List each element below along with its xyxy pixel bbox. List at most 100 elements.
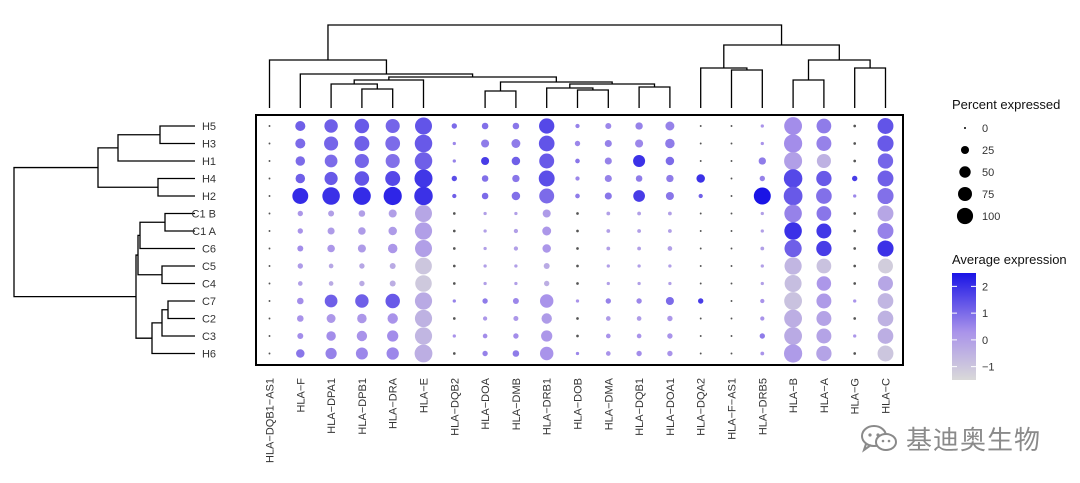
dot-C5-0	[268, 265, 271, 267]
dot-H5-10	[575, 123, 580, 129]
dot-H2-18	[816, 188, 832, 204]
dot-C6-7	[483, 246, 487, 251]
dot-C1A-8	[513, 228, 519, 234]
dot-C6-6	[452, 247, 456, 250]
dot-H4-13	[666, 174, 674, 183]
size-legend-label: 100	[982, 211, 1000, 223]
dot-C2-19	[853, 317, 857, 320]
dot-C5-16	[760, 264, 764, 268]
dot-C1B-4	[388, 209, 397, 218]
dot-C3-14	[699, 335, 702, 337]
dot-C3-9	[541, 330, 553, 342]
dot-C1B-12	[637, 211, 641, 216]
dendrogram-link	[854, 67, 887, 108]
size-legend: Percent expressed 0 25 50 75 100	[952, 97, 1060, 225]
dot-C1B-3	[358, 210, 366, 217]
column-label: HLA−F	[295, 378, 307, 413]
watermark: 基迪奥生物	[860, 420, 1041, 457]
dot-H4-12	[635, 175, 643, 182]
row-labels: H5 H3 H1 H4 H2 C1 B C1 A C6 C5 C4 C7 C2 C3 H6	[192, 121, 217, 361]
dot-H2-12	[633, 190, 645, 202]
dot-H5-9	[539, 118, 555, 134]
dot-H6-10	[575, 351, 580, 356]
dot-H3-16	[760, 141, 764, 146]
dot-C7-14	[698, 298, 704, 304]
dot-C7-10	[575, 299, 580, 303]
dot-H1-18	[816, 153, 831, 169]
dot-C3-0	[268, 335, 271, 337]
color-legend: Average expression 2 1 0 −1	[952, 252, 1067, 380]
dot-C4-1	[297, 281, 303, 286]
dot-H3-5	[414, 134, 433, 153]
dot-C6-14	[699, 247, 702, 250]
dot-H5-12	[635, 122, 643, 130]
dendrogram-link	[164, 212, 195, 232]
dot-H3-3	[354, 136, 370, 151]
column-label: HLA−DRA	[388, 377, 400, 429]
dot-C2-7	[482, 316, 488, 321]
dot-C7-20	[877, 293, 894, 309]
row-label: H5	[202, 121, 216, 133]
dot-C5-17	[784, 257, 802, 275]
dot-H5-4	[385, 118, 400, 134]
dot-H4-9	[538, 170, 555, 187]
dot-C7-3	[355, 294, 369, 308]
dot-C2-16	[760, 316, 765, 321]
dot-H1-17	[784, 151, 803, 171]
size-legend-label: 50	[982, 167, 994, 179]
column-label: HLA−DQA2	[696, 378, 708, 436]
dot-H4-19	[852, 175, 858, 182]
row-label: H1	[202, 156, 216, 168]
column-label: HLA−A	[819, 377, 831, 413]
dot-C7-17	[784, 292, 803, 310]
dot-H4-4	[385, 171, 401, 186]
dot-C3-2	[326, 331, 336, 341]
dot-H2-19	[853, 194, 857, 198]
column-label: HLA−E	[419, 378, 431, 413]
dot-C2-4	[387, 313, 398, 324]
row-label: C6	[202, 244, 216, 256]
dot-C6-8	[513, 246, 519, 251]
dendrogram-link	[638, 86, 671, 108]
dot-H2-17	[783, 186, 803, 206]
dot-C7-6	[452, 299, 456, 303]
dot-C5-13	[668, 264, 672, 268]
dendrogram-link	[137, 234, 162, 276]
dot-C3-16	[759, 333, 765, 339]
dot-H6-1	[296, 349, 305, 358]
dot-H1-0	[268, 160, 271, 162]
dot-H3-12	[635, 139, 644, 148]
dendrogram-link	[13, 166, 136, 298]
dot-C1B-6	[452, 212, 456, 215]
dot-C6-5	[415, 240, 432, 257]
dot-C5-4	[389, 263, 396, 269]
dot-C2-17	[784, 309, 803, 328]
dot-H5-15	[730, 125, 733, 127]
dot-H1-8	[511, 156, 521, 166]
dot-C4-4	[389, 280, 396, 287]
dot-C7-11	[605, 298, 611, 304]
dot-C2-5	[414, 309, 433, 328]
dot-H3-2	[324, 136, 339, 151]
dot-C1B-1	[297, 210, 303, 217]
row-label: C1 B	[192, 209, 216, 221]
row-label: C2	[202, 314, 216, 326]
dot-H2-5	[414, 186, 433, 206]
dot-H3-13	[665, 138, 675, 149]
dot-C3-19	[853, 334, 857, 338]
dot-C1B-13	[668, 211, 672, 216]
dot-H3-18	[816, 136, 832, 151]
dot-C3-10	[576, 334, 579, 338]
row-label: H4	[202, 174, 216, 186]
dot-C6-10	[576, 247, 579, 250]
dot-H6-0	[268, 352, 271, 355]
column-label: HLA−DRB5	[757, 378, 769, 435]
dot-C5-5	[415, 257, 432, 275]
dot-C1A-6	[452, 229, 456, 233]
dot-C6-4	[387, 243, 398, 254]
dot-H1-12	[633, 154, 646, 168]
column-label: HLA−DOA	[480, 377, 492, 429]
row-label: C4	[202, 279, 216, 291]
dendrogram-link	[546, 87, 594, 108]
